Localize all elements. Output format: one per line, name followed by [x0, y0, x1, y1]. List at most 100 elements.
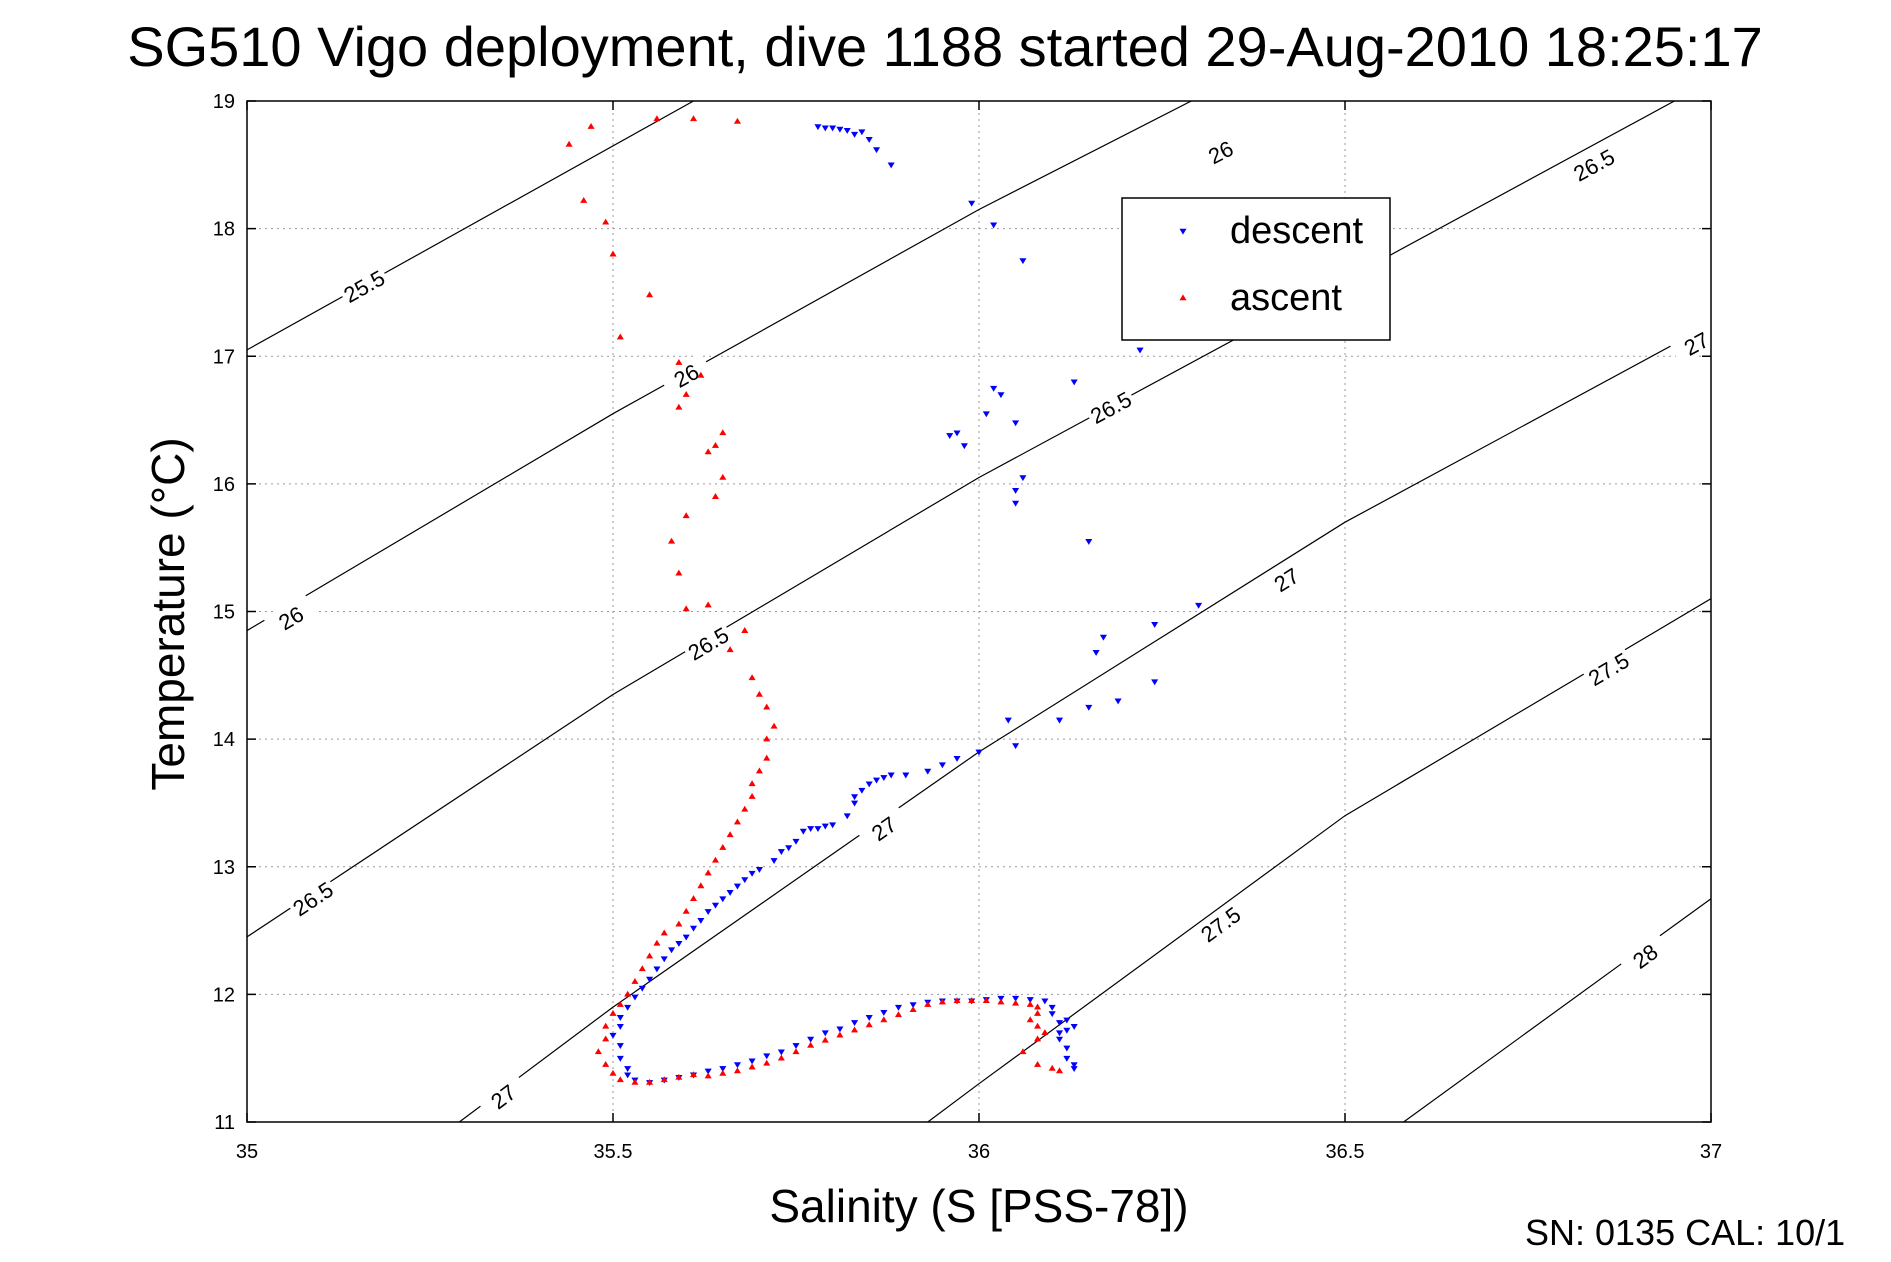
descent-point [1063, 1055, 1071, 1062]
descent-point [1048, 1011, 1056, 1018]
descent-point [807, 826, 815, 833]
ascent-point [1041, 1029, 1049, 1035]
series-ascent [565, 115, 1064, 1085]
ascent-point [763, 703, 771, 710]
descent-point [1070, 1066, 1078, 1072]
descent-point [682, 934, 690, 941]
ascent-point [880, 1016, 888, 1023]
descent-point [1041, 998, 1049, 1005]
ascent-point [704, 448, 712, 455]
ascent-point [602, 1022, 610, 1029]
axis-ticks: 35 35.5 36 36.5 37 11 12 13 14 15 16 17 18 19 [213, 91, 1722, 1163]
legend-marker-ascent [1179, 294, 1187, 301]
ascent-point [602, 1035, 610, 1042]
descent-point [909, 1002, 917, 1009]
y-tick-label: 11 [214, 1112, 235, 1134]
descent-point [748, 870, 756, 877]
ascent-point [616, 1076, 624, 1083]
x-tick-label: 36.5 [1326, 1141, 1365, 1163]
descent-point [799, 828, 807, 835]
ascent-point [616, 1001, 624, 1007]
ascent-point [726, 831, 734, 838]
y-tick-label: 12 [213, 984, 235, 1006]
descent-point [1004, 717, 1012, 724]
descent-point [1114, 698, 1122, 705]
descent-point [880, 775, 888, 781]
ascent-point [646, 1078, 654, 1085]
descent-point [755, 867, 763, 873]
descent-point [616, 1023, 624, 1030]
descent-point [821, 125, 829, 132]
descent-point [653, 966, 661, 973]
ascent-point [741, 627, 749, 633]
contour-label-bg [1259, 555, 1313, 602]
descent-point [858, 787, 866, 794]
contour-label-bg [1193, 129, 1247, 173]
legend-box [1121, 197, 1391, 341]
ascent-point [1026, 1016, 1034, 1023]
ascent-point [1048, 1064, 1056, 1071]
descent-point [982, 411, 990, 418]
descent-point [960, 443, 968, 450]
descent-point [777, 849, 785, 856]
descent-point [1063, 1045, 1071, 1052]
descent-point [975, 749, 983, 756]
ascent-point [646, 291, 654, 298]
descent-point [1019, 258, 1027, 265]
descent-point [1099, 634, 1107, 641]
ascent-point [1034, 1003, 1042, 1010]
descent-point [894, 1004, 903, 1011]
descent-point [616, 1015, 624, 1021]
descent-point [792, 1043, 800, 1050]
descent-point [836, 126, 844, 133]
descent-point [924, 768, 932, 775]
ascent-point [689, 1071, 698, 1078]
y-tick-label: 16 [213, 474, 235, 496]
ascent-point [616, 333, 624, 340]
ascent-point [851, 1026, 859, 1033]
ascent-point [748, 780, 756, 787]
ascent-point [704, 601, 712, 608]
y-tick-label: 19 [213, 91, 235, 113]
descent-point [1063, 1027, 1071, 1034]
ascent-point [675, 920, 683, 927]
descent-point [865, 781, 873, 788]
contour-label-bg [263, 594, 318, 640]
ascent-point [748, 792, 756, 799]
descent-point [1070, 379, 1078, 386]
ascent-point [675, 1073, 683, 1080]
ascent-point [602, 1060, 610, 1067]
ascent-point [1019, 1048, 1027, 1055]
ascent-point [763, 754, 771, 761]
ascent-point [711, 493, 720, 499]
ascent-point [609, 1069, 617, 1076]
descent-point [968, 200, 976, 207]
descent-point [851, 1020, 859, 1027]
ascent-point [704, 869, 712, 876]
ascent-point [1012, 999, 1020, 1006]
chart-title: SG510 Vigo deployment, dive 1188 started… [127, 15, 1763, 78]
x-tick-label: 36 [968, 1141, 990, 1163]
legend: descent ascent [1121, 197, 1391, 341]
ascent-point [894, 1011, 903, 1018]
legend-marker-descent [1179, 228, 1187, 235]
legend-label-ascent: ascent [1230, 277, 1342, 319]
ascent-point [704, 1072, 712, 1079]
ascent-point [909, 1006, 917, 1012]
descent-point [1085, 539, 1093, 545]
descent-point [711, 902, 720, 909]
descent-point [887, 772, 895, 779]
ascent-point [719, 844, 727, 850]
ascent-point [741, 805, 749, 812]
descent-point [1092, 650, 1100, 656]
descent-point [880, 1009, 888, 1016]
descent-point [990, 385, 998, 392]
descent-point [872, 147, 881, 154]
ascent-point [997, 998, 1005, 1005]
contour-line-26-5 [247, 101, 1675, 938]
ascent-point [682, 605, 690, 612]
y-tick-label: 13 [213, 857, 235, 879]
contour-label-bg [1193, 899, 1247, 948]
ascent-point [631, 1078, 639, 1085]
